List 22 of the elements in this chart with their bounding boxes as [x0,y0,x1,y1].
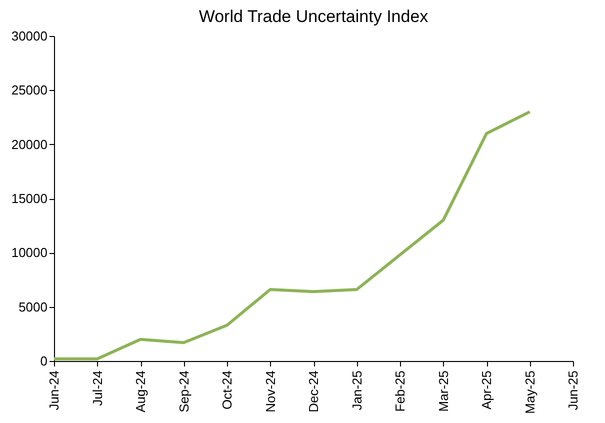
x-tick-label: Jun-25 [566,370,580,410]
x-tick-label: Apr-25 [479,370,494,410]
y-tick-label: 10000 [11,245,48,260]
y-tick-label: 0 [40,354,48,368]
chart-title: World Trade Uncertainty Index [198,7,429,26]
x-tick-label: May-25 [522,370,538,414]
x-tick-label: Aug-24 [133,370,148,412]
x-tick-label: Mar-25 [436,370,451,412]
x-tick-label: Feb-25 [392,370,408,412]
x-tick-label: Jan-25 [349,370,364,410]
y-tick-label: 5000 [18,299,48,314]
y-tick-label: 30000 [11,28,48,44]
x-tick-label: Dec-24 [306,370,321,412]
y-tick-label: 15000 [11,191,48,206]
line-series [52,110,532,360]
x-tick-label: Jul-24 [90,370,105,406]
x-tick-label: Jun-24 [46,370,62,410]
y-tick-label: 25000 [11,82,48,98]
x-tick-label: Sep-24 [176,370,192,412]
x-tick-label: Oct-24 [220,370,234,410]
y-tick-label: 20000 [11,136,48,152]
x-tick-label: Nov-24 [262,370,278,412]
